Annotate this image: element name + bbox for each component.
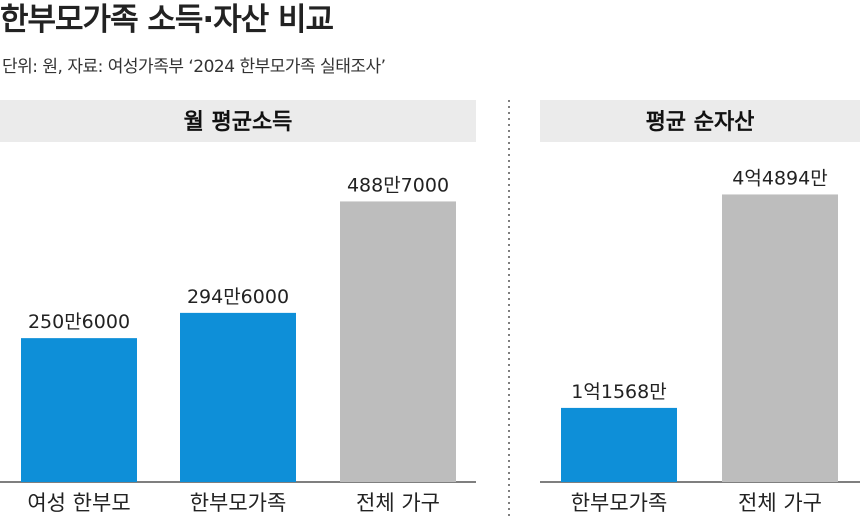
category-label: 전체 가구 — [356, 491, 440, 515]
chart-title: 한부모가족 소득·자산 비교 — [0, 2, 334, 38]
bar — [340, 201, 456, 482]
category-label: 전체 가구 — [738, 491, 822, 515]
panel-header-1 — [0, 100, 476, 142]
bar — [21, 338, 137, 482]
panel-title-1: 월 평균소득 — [184, 110, 293, 135]
data-label: 1억1568만 — [571, 381, 666, 403]
bar — [180, 312, 296, 482]
data-label: 488만7000 — [347, 174, 449, 196]
chart-subtitle: 단위: 원, 자료: 여성가족부 ‘2024 한부모가족 실태조사’ — [2, 57, 386, 77]
bar — [722, 194, 838, 482]
data-label: 294만6000 — [187, 286, 289, 308]
category-label: 여성 한부모 — [27, 491, 130, 515]
data-label: 4억4894만 — [732, 167, 827, 189]
category-label: 한부모가족 — [190, 491, 287, 515]
category-label: 한부모가족 — [571, 491, 668, 515]
bar — [561, 407, 677, 482]
panel-title-2: 평균 순자산 — [646, 110, 755, 135]
panel-header-2 — [540, 100, 860, 142]
data-label: 250만6000 — [28, 311, 130, 333]
